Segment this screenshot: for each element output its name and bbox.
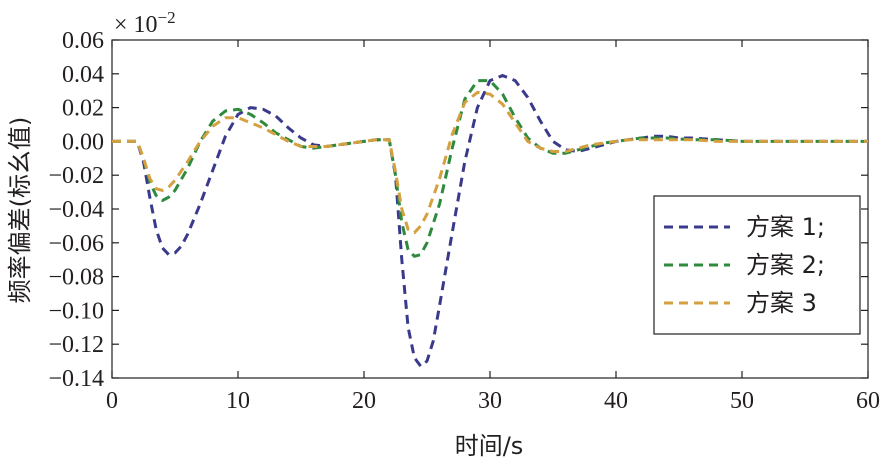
x-tick-label: 40 xyxy=(604,388,628,414)
x-tick-label: 30 xyxy=(478,388,502,414)
y-tick-label: −0.08 xyxy=(48,265,104,291)
x-tick-label: 50 xyxy=(730,388,754,414)
series-lines xyxy=(112,74,868,368)
x-axis-label: 时间/s xyxy=(455,432,524,460)
axes: 0 10 20 30 40 50 60 0.06 0.04 0.02 0.00 −0.02 −0.04 −… xyxy=(48,28,880,414)
y-tick-label: −0.14 xyxy=(48,366,104,392)
y-tick-label: −0.12 xyxy=(48,332,104,358)
x-tick-label: 60 xyxy=(856,388,880,414)
y-axis-label: 频率偏差(标幺值) xyxy=(6,117,34,304)
y-axis-multiplier: × 10−2 xyxy=(114,8,176,38)
legend-label-3: 方案 3 xyxy=(746,289,817,317)
y-tick-label: 0.04 xyxy=(62,62,104,88)
y-tick-label: −0.10 xyxy=(48,298,104,324)
x-tick-label: 20 xyxy=(352,388,376,414)
series-line-3 xyxy=(112,90,868,235)
y-tick-label: 0.06 xyxy=(62,28,104,54)
y-tick-label: −0.02 xyxy=(48,163,104,189)
legend: 方案 1; 方案 2; 方案 3 xyxy=(653,195,861,335)
y-axis-multiplier-exponent: −2 xyxy=(158,8,176,27)
y-tick-label: −0.04 xyxy=(48,197,104,223)
legend-box xyxy=(653,195,861,335)
y-tick-label: −0.06 xyxy=(48,231,104,257)
x-tick-label: 0 xyxy=(106,388,118,414)
x-tick-label: 10 xyxy=(226,388,250,414)
y-tick-label: 0.02 xyxy=(62,96,104,122)
legend-label-1: 方案 1; xyxy=(746,213,825,241)
legend-label-2: 方案 2; xyxy=(746,251,825,279)
y-tick-label: 0.00 xyxy=(62,129,104,155)
